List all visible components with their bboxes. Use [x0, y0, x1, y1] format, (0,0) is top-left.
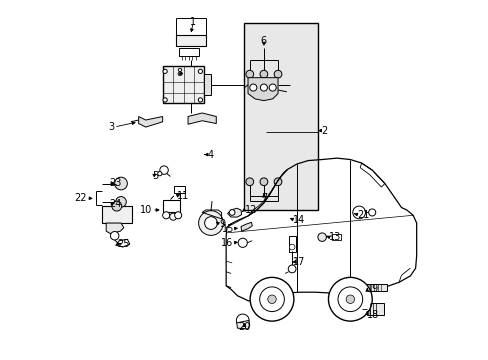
- Circle shape: [259, 287, 284, 312]
- Text: 10: 10: [140, 205, 152, 215]
- Text: 23: 23: [109, 178, 122, 188]
- Bar: [175, 35, 205, 46]
- Text: 13: 13: [328, 232, 341, 242]
- Bar: [331, 234, 340, 240]
- Circle shape: [346, 295, 354, 303]
- Text: 19: 19: [366, 284, 379, 294]
- Circle shape: [260, 70, 267, 78]
- Circle shape: [249, 84, 256, 91]
- Bar: [244, 23, 317, 210]
- Text: 1: 1: [190, 17, 196, 27]
- Circle shape: [352, 206, 365, 219]
- Bar: [163, 200, 179, 212]
- Circle shape: [163, 212, 169, 219]
- Circle shape: [250, 277, 293, 321]
- Polygon shape: [227, 208, 241, 217]
- Text: 17: 17: [293, 257, 305, 267]
- Circle shape: [198, 98, 202, 102]
- Circle shape: [287, 265, 295, 273]
- Polygon shape: [139, 117, 163, 127]
- Polygon shape: [188, 113, 216, 124]
- Circle shape: [114, 177, 127, 190]
- Text: 7: 7: [260, 193, 266, 203]
- Circle shape: [116, 197, 126, 207]
- Circle shape: [245, 70, 253, 78]
- Circle shape: [163, 69, 167, 73]
- Circle shape: [260, 178, 267, 186]
- Bar: [163, 66, 204, 103]
- Circle shape: [267, 295, 276, 303]
- Circle shape: [269, 84, 276, 91]
- Circle shape: [274, 178, 281, 186]
- Circle shape: [260, 84, 267, 91]
- Circle shape: [317, 233, 325, 242]
- Bar: [179, 48, 198, 56]
- Circle shape: [238, 238, 247, 247]
- Text: 11: 11: [176, 191, 189, 201]
- Text: 25: 25: [117, 239, 130, 249]
- Polygon shape: [236, 320, 249, 329]
- Circle shape: [160, 166, 168, 174]
- Text: 22: 22: [74, 193, 86, 203]
- Circle shape: [337, 287, 362, 312]
- Text: 14: 14: [293, 215, 305, 225]
- Circle shape: [174, 212, 182, 219]
- Text: 2: 2: [321, 126, 327, 136]
- Polygon shape: [241, 222, 252, 231]
- Circle shape: [368, 209, 375, 216]
- Circle shape: [204, 217, 217, 229]
- Circle shape: [110, 231, 119, 240]
- Text: 6: 6: [260, 36, 266, 46]
- Bar: [204, 74, 211, 95]
- Bar: [102, 206, 131, 223]
- Bar: [366, 303, 384, 315]
- Text: 20: 20: [238, 323, 250, 333]
- Circle shape: [163, 98, 167, 102]
- Bar: [174, 186, 185, 193]
- Circle shape: [274, 70, 281, 78]
- Circle shape: [229, 210, 235, 215]
- Text: 3: 3: [108, 122, 114, 132]
- Circle shape: [158, 171, 162, 176]
- Polygon shape: [106, 223, 123, 234]
- Text: 12: 12: [244, 205, 256, 215]
- Polygon shape: [247, 78, 278, 100]
- Circle shape: [169, 213, 176, 220]
- Circle shape: [245, 178, 253, 186]
- Text: 4: 4: [207, 150, 213, 159]
- Circle shape: [289, 244, 294, 250]
- Text: 18: 18: [366, 310, 379, 320]
- Text: 5: 5: [152, 171, 158, 181]
- Text: 16: 16: [221, 238, 233, 248]
- Text: 24: 24: [109, 199, 122, 209]
- Bar: [288, 237, 295, 252]
- Circle shape: [328, 277, 371, 321]
- Text: 8: 8: [176, 68, 183, 78]
- Circle shape: [198, 69, 202, 73]
- Circle shape: [198, 211, 223, 235]
- Bar: [366, 284, 386, 291]
- Text: 21: 21: [357, 210, 369, 220]
- Text: 15: 15: [221, 224, 233, 234]
- Text: 9: 9: [219, 219, 225, 229]
- Circle shape: [236, 314, 248, 327]
- Circle shape: [112, 201, 122, 211]
